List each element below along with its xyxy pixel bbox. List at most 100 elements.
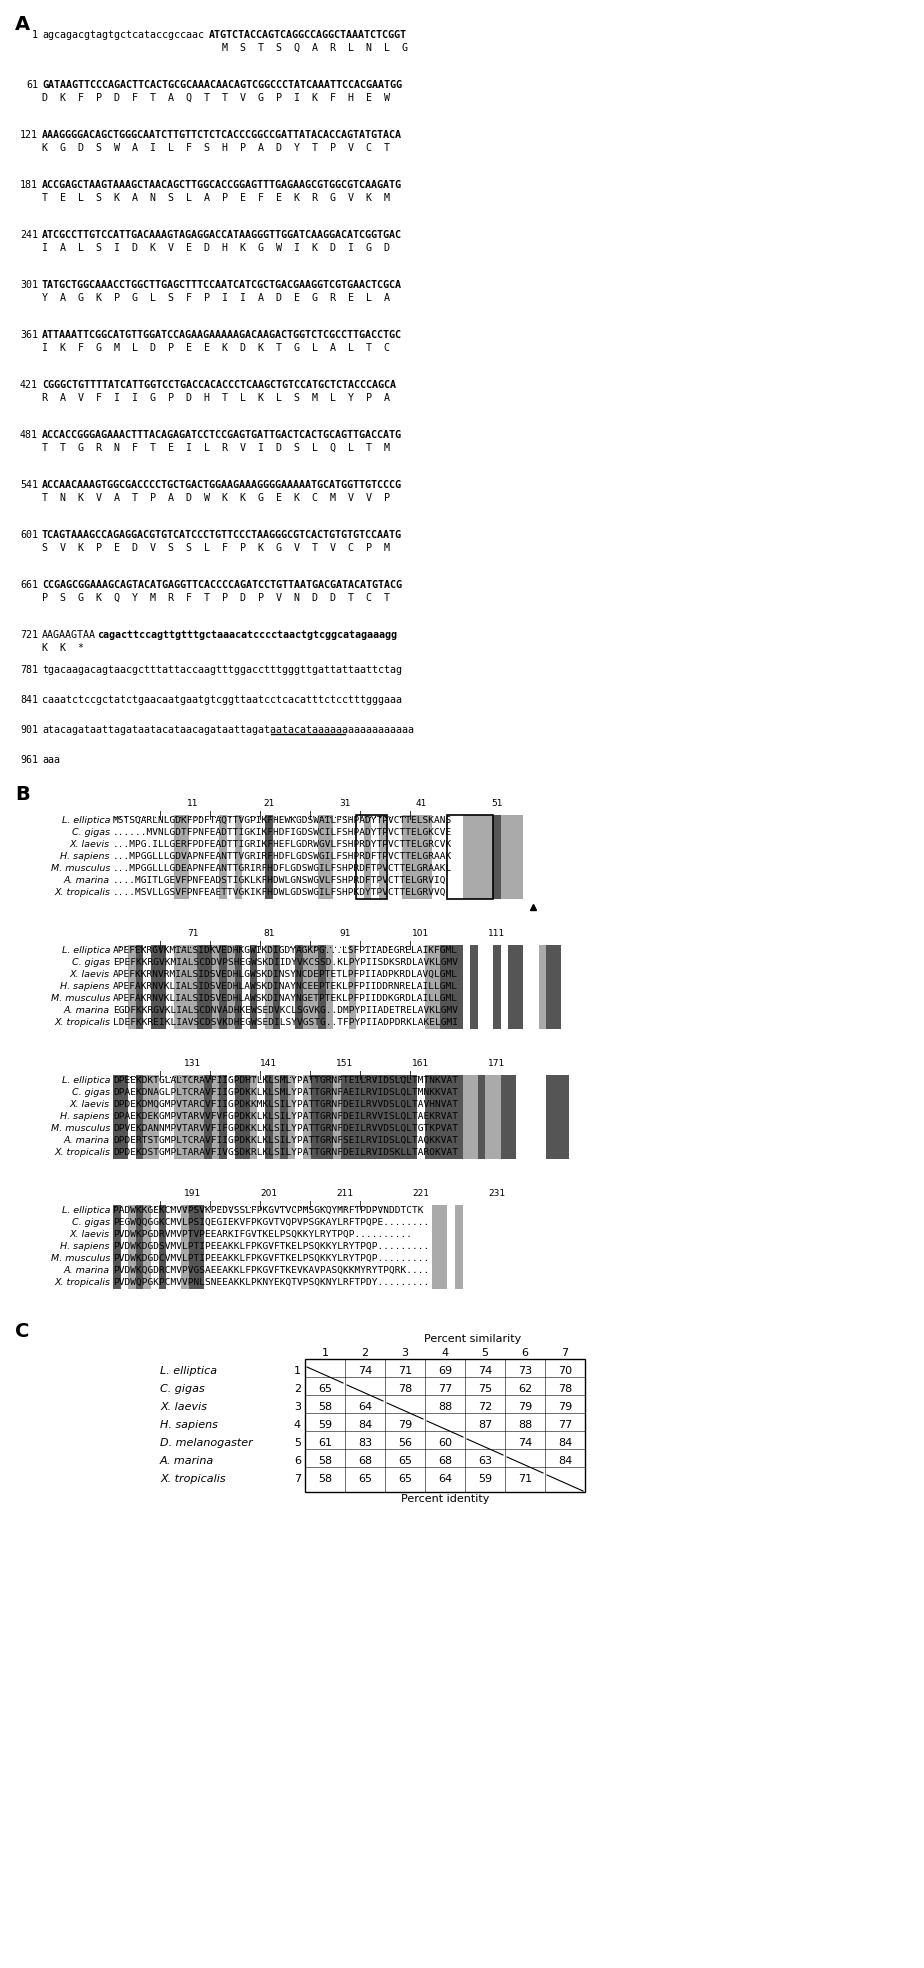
- Bar: [197, 1204, 204, 1289]
- Text: A. marina: A. marina: [64, 1136, 110, 1145]
- Text: X. laevis: X. laevis: [160, 1401, 207, 1411]
- Bar: [463, 1075, 470, 1159]
- Text: ...MPGGLLLGDEAPNFEANTTGRIRFHDFLGDSWGILFSHPRDFTPVCTTELGRAAKL: ...MPGGLLLGDEAPNFEANTTGRIRFHDFLGDSWGILFS…: [113, 864, 452, 874]
- Text: 65: 65: [358, 1474, 372, 1484]
- Text: ...MPG.ILLGERFPDFEADTTIGRIKFHEFLGDRWGVLFSHPRDYTPVCTTELGRCVK: ...MPG.ILLGERFPDFEADTTIGRIKFHEFLGDRWGVLF…: [113, 840, 452, 848]
- Text: DPDEKDMQGMPVTARCVFIIGPDKKMKLSILYPATTGRNFDEILRVVDSLQLTAVHNVAT: DPDEKDMQGMPVTARCVFIIGPDKKMKLSILYPATTGRNF…: [113, 1100, 458, 1110]
- Text: 241: 241: [20, 230, 38, 240]
- Text: 70: 70: [558, 1366, 572, 1376]
- Text: 191: 191: [184, 1189, 201, 1199]
- Text: 61: 61: [26, 81, 38, 91]
- Text: 121: 121: [20, 130, 38, 140]
- Text: ....MGITLGEVFPNFEADSTIGKLKFHDWLGNSWGVLFSHPRDFTPVCTTELGRVIQ: ....MGITLGEVFPNFEADSTIGKLKFHDWLGNSWGVLFS…: [113, 876, 446, 886]
- Bar: [235, 1075, 242, 1159]
- Text: LDEFKKREIKLIAVSCDSVKDHEGWSEDILSYVGSTG..TFPYPIIADPDRKLAKELGMI: LDEFKKREIKLIAVSCDSVKDHEGWSEDILSYVGSTG..T…: [113, 1017, 458, 1027]
- Text: 781: 781: [20, 665, 38, 675]
- Text: 68: 68: [358, 1456, 372, 1466]
- Text: 74: 74: [358, 1366, 372, 1376]
- Bar: [463, 815, 470, 899]
- Bar: [273, 945, 280, 1029]
- Text: 2: 2: [294, 1384, 301, 1393]
- Bar: [501, 1075, 508, 1159]
- Bar: [402, 1075, 409, 1159]
- Text: 74: 74: [517, 1439, 532, 1448]
- Bar: [128, 1204, 136, 1289]
- Bar: [204, 945, 212, 1029]
- Text: DPDERTSTGMPLTCRAVFIIGPDKKLKLSILYPATTGRNFSEILRVIDSLQLTAQKKVAT: DPDERTSTGMPLTCRAVFIIGPDKKLKLSILYPATTGRNF…: [113, 1136, 458, 1145]
- Bar: [318, 815, 326, 899]
- Bar: [310, 945, 318, 1029]
- Bar: [364, 1075, 371, 1159]
- Bar: [235, 815, 242, 899]
- Text: 6: 6: [521, 1348, 529, 1358]
- Text: L. elliptica: L. elliptica: [62, 947, 110, 954]
- Text: 69: 69: [438, 1366, 452, 1376]
- Text: 481: 481: [20, 429, 38, 441]
- Text: X. laevis: X. laevis: [70, 1230, 110, 1240]
- Text: 71: 71: [518, 1474, 532, 1484]
- Text: 221: 221: [412, 1189, 430, 1199]
- Text: 84: 84: [558, 1456, 572, 1466]
- Text: 79: 79: [398, 1421, 412, 1431]
- Text: 2: 2: [361, 1348, 369, 1358]
- Text: atacagataattagataatacataacagataattagataatacataaaaaaaaaaaaaaaaa: atacagataattagataatacataacagataattagataa…: [42, 724, 414, 734]
- Bar: [516, 815, 523, 899]
- Bar: [425, 1075, 432, 1159]
- Text: 60: 60: [438, 1439, 452, 1448]
- Text: 72: 72: [478, 1401, 492, 1411]
- Bar: [409, 815, 417, 899]
- Text: Y  A  G  K  P  G  L  S  F  P  I  I  A  D  E  G  R  E  L  A: Y A G K P G L S F P I I A D E G R E L A: [42, 293, 390, 303]
- Bar: [326, 815, 334, 899]
- Text: X. laevis: X. laevis: [70, 840, 110, 848]
- Text: 171: 171: [488, 1059, 505, 1069]
- Text: X. tropicalis: X. tropicalis: [54, 888, 110, 897]
- Text: 79: 79: [558, 1401, 572, 1411]
- Text: 88: 88: [517, 1421, 532, 1431]
- Bar: [455, 1204, 463, 1289]
- Bar: [539, 945, 546, 1029]
- Bar: [341, 1075, 348, 1159]
- Text: 4: 4: [294, 1421, 301, 1431]
- Text: ATCGCCTTGTCCATTGACAAAGTAGAGGACCATAAGGGTTGGATCAAGGACATCGGTGAC: ATCGCCTTGTCCATTGACAAAGTAGAGGACCATAAGGGTT…: [42, 230, 402, 240]
- Text: A. marina: A. marina: [64, 1265, 110, 1275]
- Bar: [318, 945, 326, 1029]
- Text: 421: 421: [20, 380, 38, 390]
- Text: L. elliptica: L. elliptica: [160, 1366, 217, 1376]
- Text: .........|.........|.........|.........|.........|.........|: .........|.........|.........|.........|…: [113, 941, 413, 951]
- Bar: [447, 945, 455, 1029]
- Bar: [501, 815, 508, 899]
- Text: PVDWKDGDSVMVLPTIPEEAKKLFPKGVFTKELPSQKKYLRYTPQP.........: PVDWKDGDSVMVLPTIPEEAKKLFPKGVFTKELPSQKKYL…: [113, 1242, 430, 1252]
- Bar: [447, 1075, 455, 1159]
- Text: R  A  V  F  I  I  G  P  D  H  T  L  K  L  S  M  L  Y  P  A: R A V F I I G P D H T L K L S M L Y P A: [42, 394, 390, 403]
- Text: 64: 64: [358, 1401, 372, 1411]
- Bar: [181, 815, 189, 899]
- Text: 961: 961: [20, 756, 38, 766]
- Bar: [287, 1075, 296, 1159]
- Bar: [303, 945, 310, 1029]
- Bar: [485, 815, 493, 899]
- Text: T  E  L  S  K  A  N  S  L  A  P  E  F  E  K  R  G  V  K  M: T E L S K A N S L A P E F E K R G V K M: [42, 193, 390, 203]
- Text: 71: 71: [398, 1366, 412, 1376]
- Bar: [305, 1358, 585, 1492]
- Bar: [189, 1204, 197, 1289]
- Text: 88: 88: [438, 1401, 452, 1411]
- Text: C: C: [15, 1322, 30, 1340]
- Bar: [136, 945, 143, 1029]
- Bar: [379, 815, 386, 899]
- Bar: [318, 1075, 326, 1159]
- Bar: [181, 1204, 189, 1289]
- Text: 62: 62: [518, 1384, 532, 1393]
- Text: 58: 58: [318, 1474, 332, 1484]
- Text: 301: 301: [20, 279, 38, 289]
- Bar: [348, 1075, 356, 1159]
- Bar: [181, 945, 189, 1029]
- Text: T  N  K  V  A  T  P  A  D  W  K  K  G  E  K  C  M  V  V  P: T N K V A T P A D W K K G E K C M V V P: [42, 494, 390, 504]
- Text: X. tropicalis: X. tropicalis: [160, 1474, 225, 1484]
- Text: MSTSQARLNLGDKFPDFTAQTTVGPIKFHEWKGDSWAILFSHPADYTPVCTTELSKANS: MSTSQARLNLGDKFPDFTAQTTVGPIKFHEWKGDSWAILF…: [113, 817, 452, 825]
- Text: PADWKKGEKCMVVPSVKPEDVSSLFPKGVTVCPMSGKQYMRFTPDPVNDDTCTK: PADWKKGEKCMVVPSVKPEDVSSLFPKGVTVCPMSGKQYM…: [113, 1206, 430, 1214]
- Text: 361: 361: [20, 331, 38, 340]
- Text: X. laevis: X. laevis: [70, 970, 110, 978]
- Text: 3: 3: [402, 1348, 408, 1358]
- Text: 721: 721: [20, 630, 38, 640]
- Text: 65: 65: [318, 1384, 332, 1393]
